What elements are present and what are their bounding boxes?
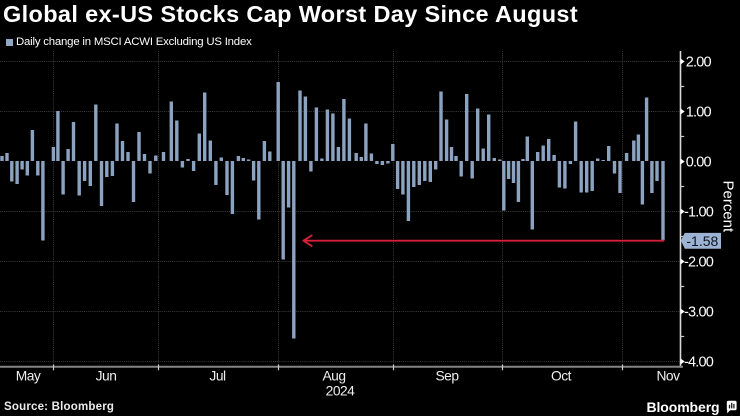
svg-text:-1.00: -1.00	[684, 205, 714, 221]
svg-text:-3.00: -3.00	[684, 305, 714, 321]
svg-text:-2.00: -2.00	[684, 255, 714, 271]
svg-text:-4.00: -4.00	[684, 355, 714, 371]
svg-text:Nov: Nov	[656, 369, 680, 384]
svg-text:Percent: Percent	[720, 181, 737, 234]
svg-text:Jul: Jul	[209, 369, 226, 384]
svg-text:2024: 2024	[326, 383, 356, 398]
svg-text:0.00: 0.00	[686, 155, 712, 171]
svg-text:-1.58: -1.58	[686, 233, 718, 249]
svg-text:Aug: Aug	[322, 369, 345, 384]
svg-text:2.00: 2.00	[686, 55, 712, 71]
svg-text:May: May	[16, 369, 41, 384]
svg-text:1.00: 1.00	[686, 105, 712, 121]
svg-text:Sep: Sep	[435, 369, 459, 384]
svg-text:Jun: Jun	[96, 369, 117, 384]
svg-text:Oct: Oct	[551, 369, 572, 384]
